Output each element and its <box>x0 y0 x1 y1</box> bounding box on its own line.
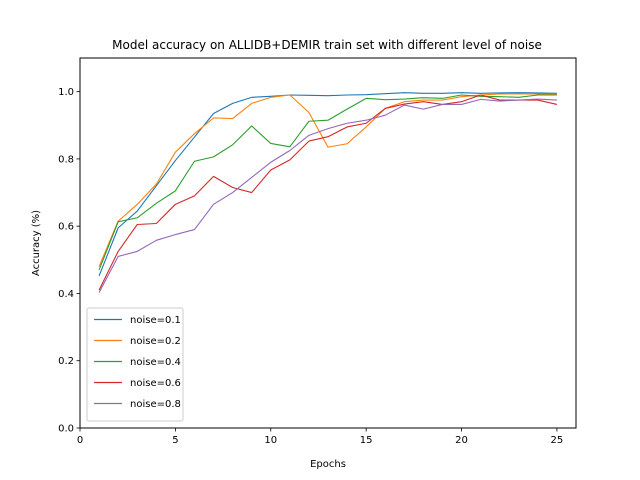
legend-entry: noise=0.2 <box>130 336 181 347</box>
y-axis-ticks: 0.0 0.2 0.4 0.6 0.8 1.0 <box>58 87 80 435</box>
legend-entry: noise=0.4 <box>130 357 181 368</box>
y-tick-label: 0.4 <box>58 289 74 300</box>
plot-frame <box>79 57 577 429</box>
y-axis-label: Accuracy (%) <box>31 210 42 276</box>
series-line-noise-0-4 <box>98 94 557 271</box>
x-tick-label: 20 <box>455 435 468 446</box>
y-tick-label: 1.0 <box>58 87 74 98</box>
x-tick-label: 10 <box>264 435 277 446</box>
x-tick-label: 5 <box>172 435 178 446</box>
chart-title: Model accuracy on ALLIDB+DEMIR train set… <box>112 38 542 52</box>
y-tick-label: 0.0 <box>58 424 74 435</box>
legend-entry: noise=0.1 <box>130 315 181 326</box>
series-line-noise-0-8 <box>98 98 557 293</box>
x-tick-label: 25 <box>551 435 564 446</box>
x-tick-label: 15 <box>360 435 373 446</box>
x-axis-label: Epochs <box>310 459 346 470</box>
series-line-noise-0-6 <box>98 94 558 291</box>
y-tick-label: 0.2 <box>58 356 74 367</box>
x-tick-label: 0 <box>77 435 83 446</box>
y-tick-label: 0.6 <box>58 222 74 233</box>
legend-box <box>86 307 184 422</box>
series-line-noise-0-1 <box>98 92 557 277</box>
x-axis-ticks: 0 5 10 15 20 25 <box>77 428 563 446</box>
legend-entry: noise=0.8 <box>130 399 181 410</box>
y-tick-label: 0.8 <box>58 154 74 165</box>
plot-lines <box>98 92 558 293</box>
legend-entry: noise=0.6 <box>130 378 181 389</box>
legend: noise=0.1 noise=0.2 noise=0.4 noise=0.6 nois… <box>86 307 184 422</box>
